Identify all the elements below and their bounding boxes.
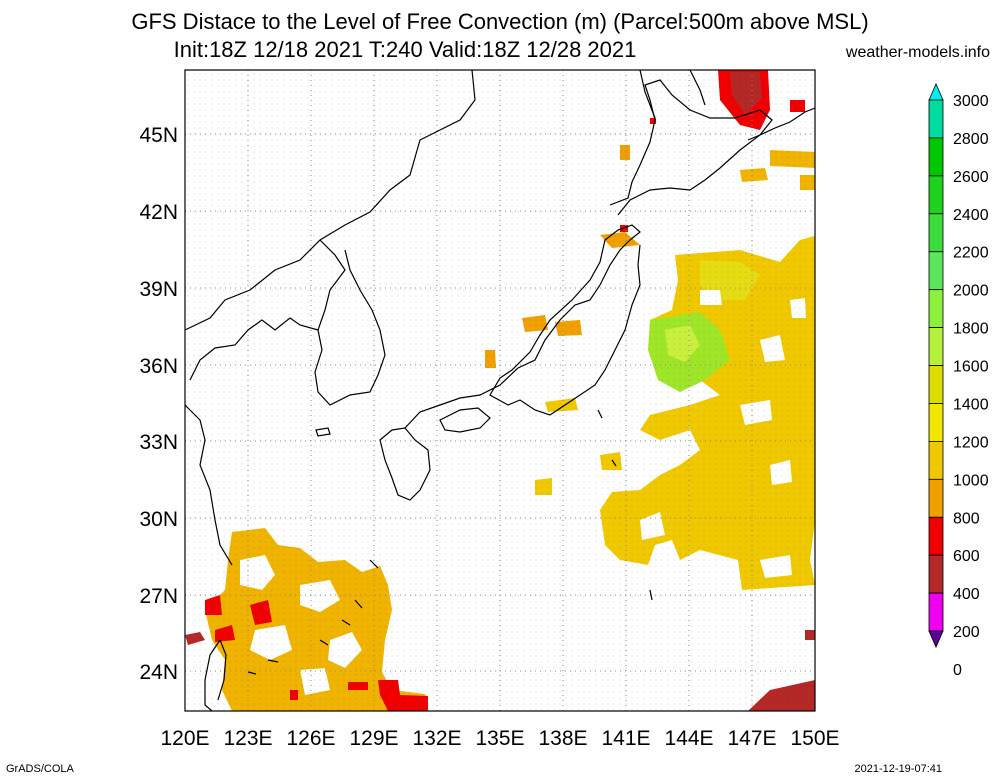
coastlines — [185, 70, 815, 711]
colorbar-label: 0 — [953, 662, 962, 679]
lon-label: 126E — [286, 727, 335, 750]
colorbar-swatch — [928, 327, 944, 366]
colorbar-swatch — [928, 365, 944, 404]
site-credit: weather-models.info — [845, 44, 990, 61]
lat-label: 33N — [139, 431, 178, 454]
colorbar-swatch — [928, 516, 944, 556]
colorbar-label: 200 — [953, 624, 980, 641]
lon-label: 135E — [475, 727, 524, 750]
colorbar-swatch — [928, 592, 944, 632]
lon-label: 138E — [538, 727, 587, 750]
lat-label: 36N — [139, 355, 178, 378]
colorbar-label: 2400 — [953, 207, 989, 224]
lon-label: 123E — [223, 727, 272, 750]
map-title: GFS Distace to the Level of Free Convect… — [131, 9, 869, 34]
colorbar-bottom-arrow — [928, 630, 944, 649]
lat-label: 42N — [139, 201, 178, 224]
lat-label: 30N — [139, 508, 178, 531]
colorbar-swatch — [928, 289, 944, 328]
lon-label: 120E — [160, 727, 209, 750]
lat-axis: 45N 42N 39N 36N 33N 30N 27N 24N — [139, 124, 178, 684]
colorbar-swatch — [928, 554, 944, 594]
colorbar-label: 1000 — [953, 472, 989, 489]
lon-label: 144E — [664, 727, 713, 750]
colorbar-label: 1400 — [953, 396, 989, 413]
lat-label: 24N — [139, 661, 178, 684]
colorbar-top-arrow — [928, 83, 944, 101]
colorbar-swatch — [928, 403, 944, 442]
lon-axis: 120E 123E 126E 129E 132E 135E 138E 141E … — [160, 727, 839, 750]
colorbar-label: 1600 — [953, 359, 989, 376]
colorbar-swatch — [928, 478, 944, 518]
shaded-field — [185, 70, 815, 711]
lat-label: 39N — [139, 278, 178, 301]
lat-label: 45N — [139, 124, 178, 147]
lon-label: 129E — [349, 727, 398, 750]
colorbar-swatch — [928, 213, 944, 253]
lon-label: 150E — [790, 727, 839, 750]
colorbar-label: 1200 — [953, 434, 989, 451]
map-frame — [184, 69, 816, 712]
colorbar-label: 1800 — [953, 321, 989, 338]
colorbar-swatch — [928, 175, 944, 215]
lat-label: 27N — [139, 585, 178, 608]
colorbar-swatch — [928, 99, 944, 139]
map-subtitle: Init:18Z 12/18 2021 T:240 Valid:18Z 12/2… — [173, 37, 637, 62]
colorbar-label: 800 — [953, 510, 980, 527]
colorbar-label: 2200 — [953, 245, 989, 262]
gridlines — [185, 70, 815, 711]
colorbar-swatch — [928, 440, 944, 480]
colorbar: 3000280026002400220020001800160014001200… — [928, 83, 989, 679]
software-credit: GrADS/COLA — [6, 763, 74, 775]
lon-label: 141E — [601, 727, 650, 750]
colorbar-label: 400 — [953, 586, 980, 603]
timestamp: 2021-12-19-07:41 — [854, 763, 942, 775]
colorbar-swatch — [928, 137, 944, 177]
lon-label: 132E — [412, 727, 461, 750]
colorbar-label: 2000 — [953, 283, 989, 300]
colorbar-label: 2800 — [953, 131, 989, 148]
colorbar-label: 2600 — [953, 169, 989, 186]
colorbar-swatch — [928, 251, 944, 291]
colorbar-label: 3000 — [953, 93, 989, 110]
colorbar-label: 600 — [953, 548, 980, 565]
lon-label: 147E — [727, 727, 776, 750]
